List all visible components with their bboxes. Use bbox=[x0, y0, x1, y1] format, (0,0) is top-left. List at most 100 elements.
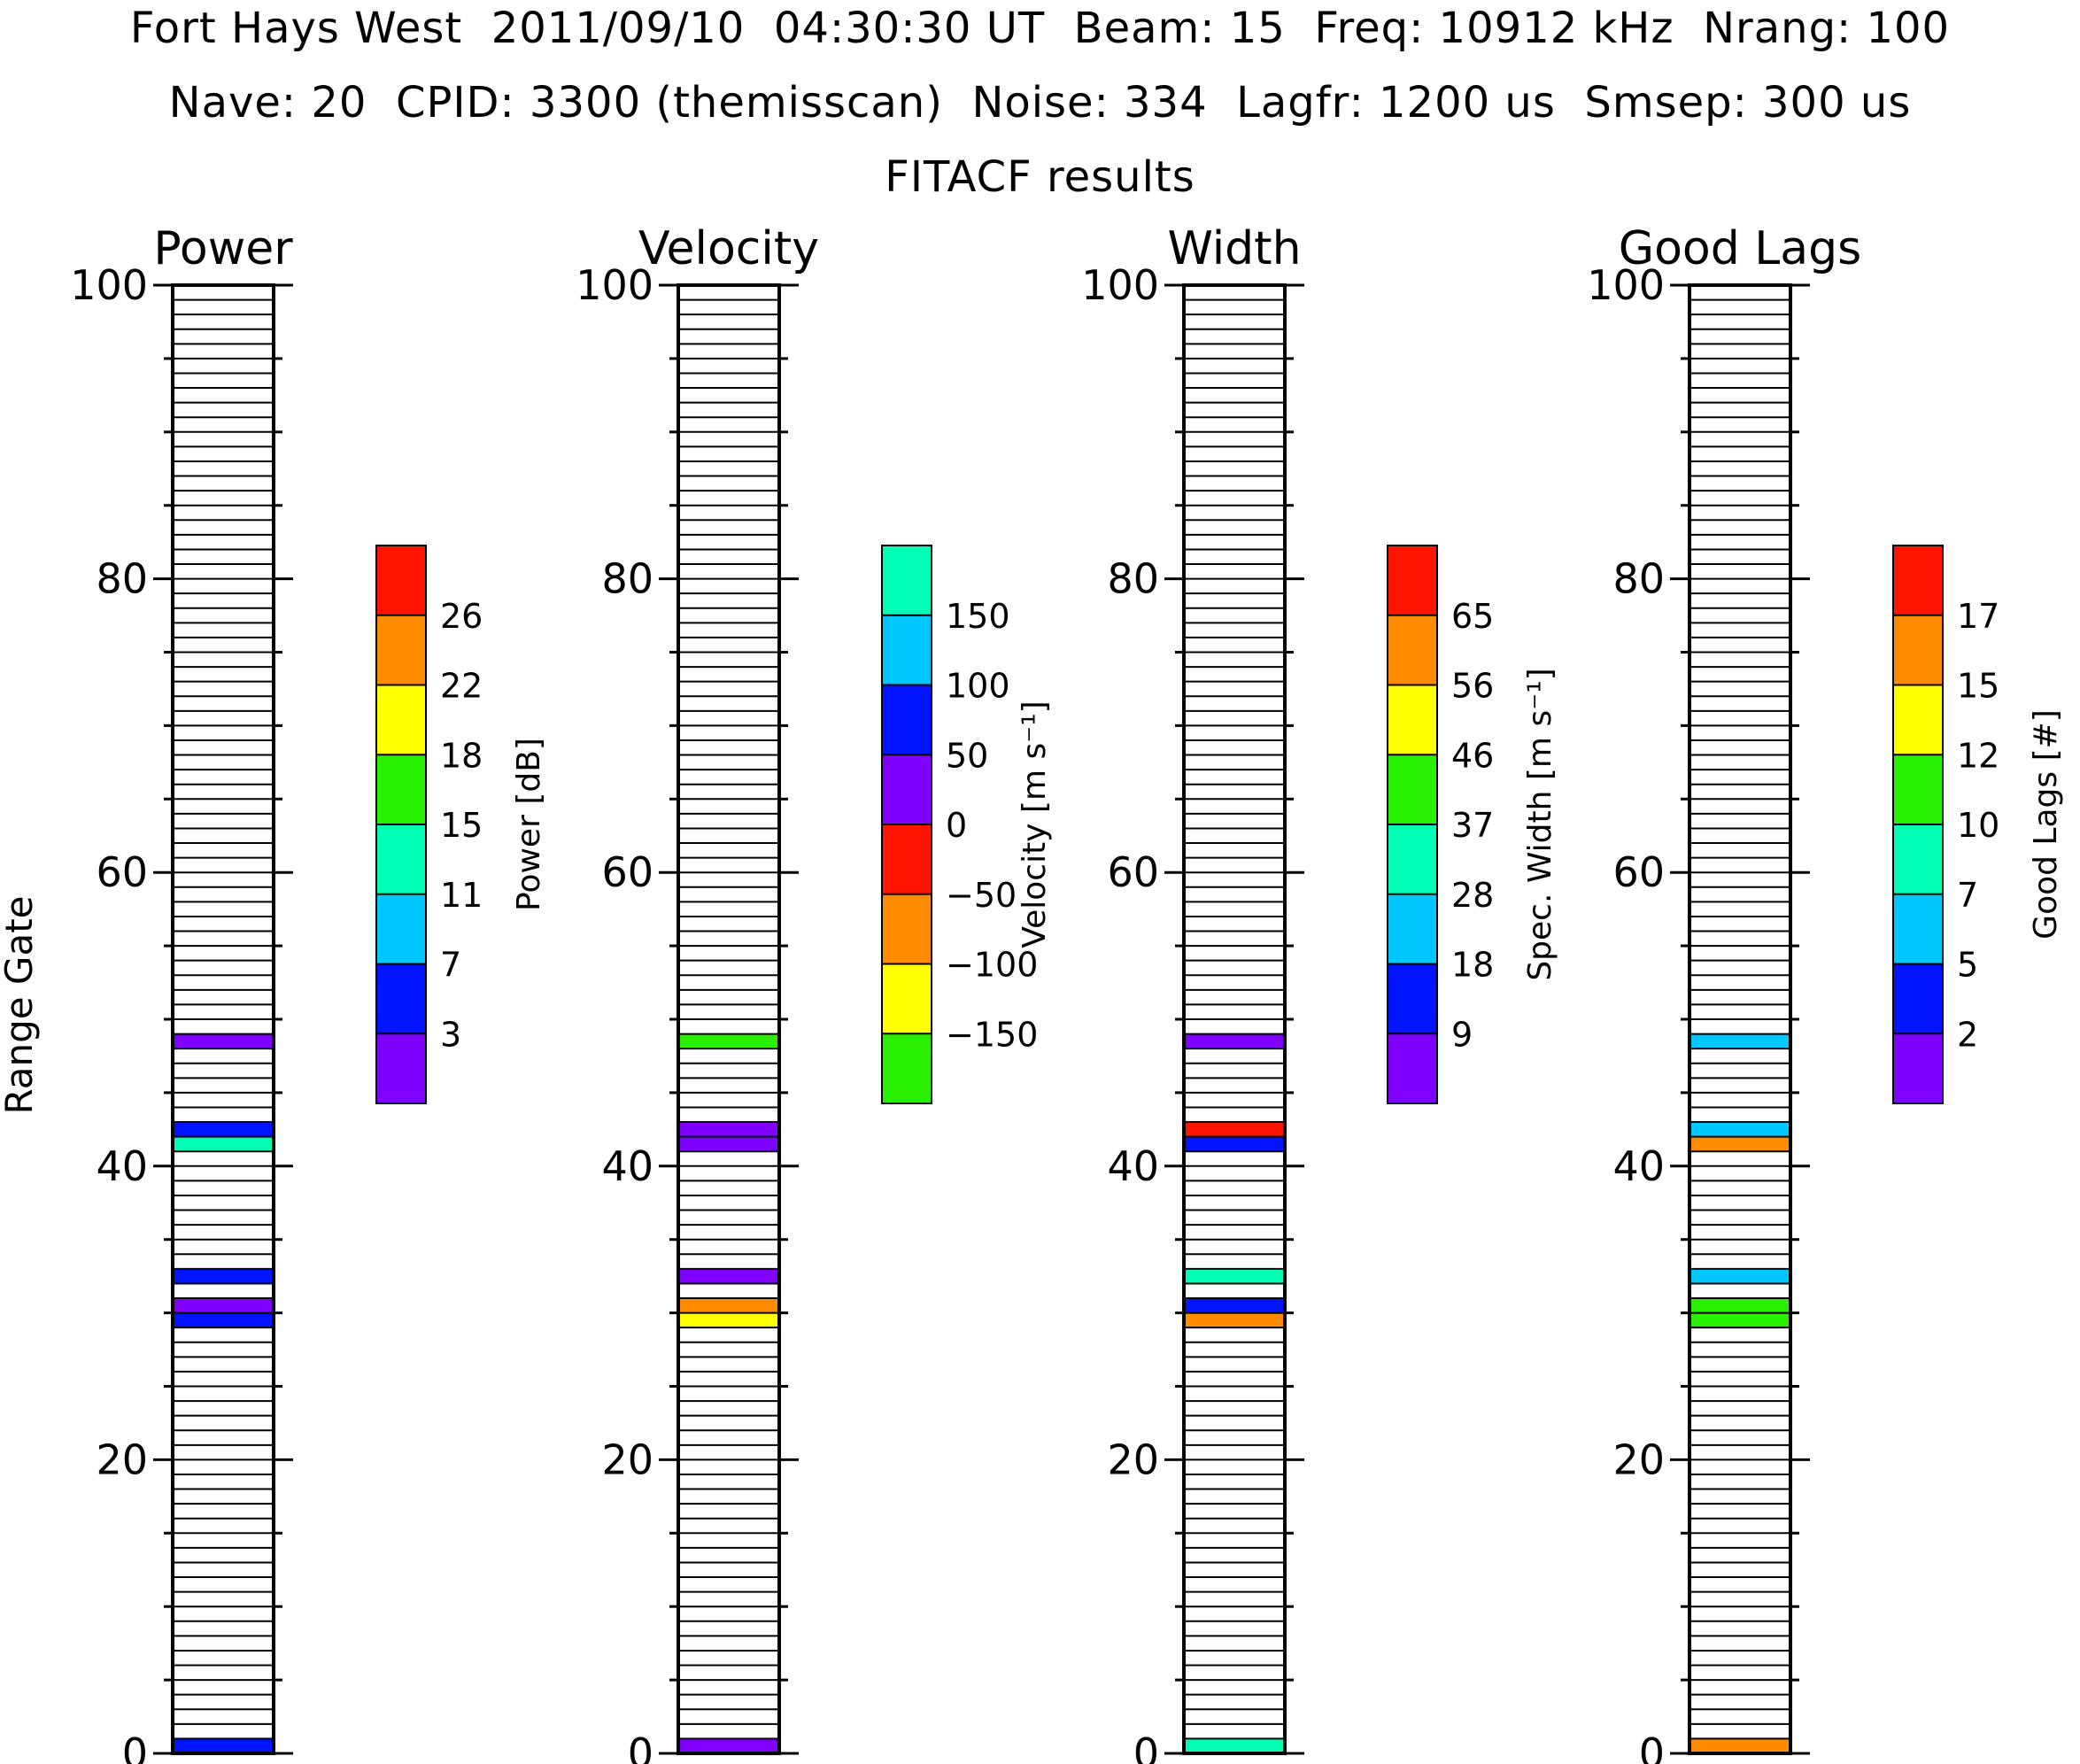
colorbar-tick-label: −100 bbox=[946, 946, 1038, 985]
y-tick-label: 80 bbox=[1612, 555, 1665, 603]
gate-cell bbox=[678, 1268, 779, 1284]
colorbar-cell bbox=[376, 615, 426, 685]
gate-cell bbox=[678, 1298, 779, 1313]
colorbar-cell bbox=[1388, 615, 1437, 685]
y-tick-label: 80 bbox=[96, 555, 148, 603]
gate-cell bbox=[173, 1033, 274, 1049]
colorbar-cell bbox=[376, 685, 426, 755]
colorbar-label: Good Lags [#] bbox=[2028, 709, 2064, 940]
colorbar-tick-label: 26 bbox=[440, 597, 483, 636]
colorbar-cell bbox=[882, 894, 932, 964]
colorbar-tick-label: 100 bbox=[946, 667, 1010, 706]
y-tick-label: 0 bbox=[1639, 1729, 1665, 1764]
colorbar-tick-label: 22 bbox=[440, 667, 483, 706]
colorbar-tick-label: 50 bbox=[946, 736, 988, 775]
colorbar-tick-label: 2 bbox=[1957, 1015, 1978, 1054]
gate-cell bbox=[1184, 1298, 1285, 1313]
y-tick-label: 60 bbox=[1612, 848, 1665, 896]
gate-cell bbox=[678, 1312, 779, 1328]
colorbar-tick-label: 150 bbox=[946, 597, 1010, 636]
colorbar-tick-label: 15 bbox=[440, 806, 483, 845]
y-tick-label: 0 bbox=[122, 1729, 148, 1764]
colorbar-tick-label: 11 bbox=[440, 876, 483, 915]
panel-1: Velocity 0 20 40 60 80 100 −150 −100 −50 0 50 100 150… bbox=[576, 222, 1053, 1764]
header-line-2: Nave: 20 CPID: 3300 (themisscan) Noise: … bbox=[168, 78, 1912, 128]
colorbar-cell bbox=[1388, 963, 1437, 1034]
gate-cell bbox=[1184, 1122, 1285, 1137]
gate-cell bbox=[1690, 1136, 1790, 1152]
gate-cell bbox=[1690, 1268, 1790, 1284]
gate-cell bbox=[1184, 1033, 1285, 1049]
panel-title: Velocity bbox=[638, 222, 819, 275]
colorbar-frame bbox=[1892, 545, 1944, 1104]
colorbar-tick-label: 7 bbox=[1957, 876, 1978, 915]
colorbar-tick-label: 10 bbox=[1957, 806, 1999, 845]
colorbar-cell bbox=[882, 824, 932, 894]
panel-title: Power bbox=[153, 222, 293, 275]
panel-0: Power 0 20 40 60 80 100 3 7 11 15 18 22 26 Power [dB] bbox=[70, 222, 547, 1764]
colorbar-cell bbox=[1388, 754, 1437, 824]
gate-cell bbox=[1690, 1312, 1790, 1328]
gate-cell bbox=[1184, 1136, 1285, 1152]
colorbar-cell bbox=[882, 1033, 932, 1103]
gate-cell bbox=[1690, 1122, 1790, 1137]
gate-cell bbox=[1690, 1298, 1790, 1313]
gate-cell bbox=[678, 1122, 779, 1137]
y-tick-label: 80 bbox=[601, 555, 653, 603]
colorbar-tick-label: 46 bbox=[1451, 736, 1494, 775]
colorbar-frame bbox=[881, 545, 932, 1104]
y-tick-label: 40 bbox=[601, 1142, 653, 1190]
y-tick-label: 60 bbox=[601, 848, 653, 896]
gate-cell bbox=[173, 1122, 274, 1137]
gate-cell bbox=[678, 1738, 779, 1753]
colorbar-frame bbox=[375, 545, 427, 1104]
colorbar-cell bbox=[1893, 615, 1943, 685]
header-line-1: Fort Hays West 2011/09/10 04:30:30 UT Be… bbox=[129, 4, 1951, 53]
y-tick-label: 40 bbox=[96, 1142, 148, 1190]
colorbar-tick-label: 15 bbox=[1957, 667, 1999, 706]
gate-cell bbox=[678, 1033, 779, 1049]
y-tick-label: 100 bbox=[70, 261, 148, 309]
colorbar-tick-label: 37 bbox=[1451, 806, 1494, 845]
gate-cell bbox=[173, 1298, 274, 1313]
colorbar-cell bbox=[1893, 894, 1943, 964]
colorbar-frame bbox=[1387, 545, 1438, 1104]
gate-cell bbox=[678, 1136, 779, 1152]
colorbar-cell bbox=[1893, 754, 1943, 824]
gate-cell bbox=[1184, 1738, 1285, 1753]
gate-cell bbox=[1184, 1268, 1285, 1284]
y-tick-label: 100 bbox=[576, 261, 653, 309]
colorbar-cell bbox=[376, 963, 426, 1034]
colorbar-tick-label: 56 bbox=[1451, 667, 1494, 706]
colorbar-cell bbox=[1893, 963, 1943, 1034]
gate-cell bbox=[173, 1312, 274, 1328]
y-tick-label: 100 bbox=[1587, 261, 1665, 309]
colorbar-cell bbox=[1893, 1033, 1943, 1103]
colorbar-tick-label: 18 bbox=[440, 736, 483, 775]
colorbar-tick-label: 17 bbox=[1957, 597, 1999, 636]
gate-cell bbox=[173, 1136, 274, 1152]
y-tick-label: 20 bbox=[96, 1435, 148, 1483]
gate-cell bbox=[1690, 1033, 1790, 1049]
y-tick-label: 60 bbox=[96, 848, 148, 896]
y-tick-label: 80 bbox=[1107, 555, 1159, 603]
y-tick-label: 100 bbox=[1081, 261, 1159, 309]
colorbar-cell bbox=[1893, 545, 1943, 615]
colorbar-cell bbox=[1388, 545, 1437, 615]
y-tick-label: 20 bbox=[601, 1435, 653, 1483]
colorbar-cell bbox=[882, 685, 932, 755]
gate-cell bbox=[173, 1738, 274, 1753]
gate-cell bbox=[1690, 1738, 1790, 1753]
colorbar-cell bbox=[376, 894, 426, 964]
colorbar-cell bbox=[1893, 685, 1943, 755]
colorbar-label: Velocity [m s⁻¹] bbox=[1017, 700, 1053, 948]
y-tick-label: 20 bbox=[1107, 1435, 1159, 1483]
colorbar-tick-label: 9 bbox=[1451, 1015, 1473, 1054]
colorbar-cell bbox=[376, 824, 426, 894]
panel-2: Width 0 20 40 60 80 100 9 18 28 37 46 56 65 Spec. Widt… bbox=[1081, 222, 1558, 1764]
gate-cell bbox=[1184, 1312, 1285, 1328]
y-axis-label: Range Gate bbox=[0, 895, 41, 1114]
colorbar-label: Power [dB] bbox=[511, 738, 547, 911]
y-tick-label: 0 bbox=[1133, 1729, 1159, 1764]
panel-3: Good Lags 0 20 40 60 80 100 2 5 7 10 12 15 17 Good Lag… bbox=[1587, 222, 2064, 1764]
